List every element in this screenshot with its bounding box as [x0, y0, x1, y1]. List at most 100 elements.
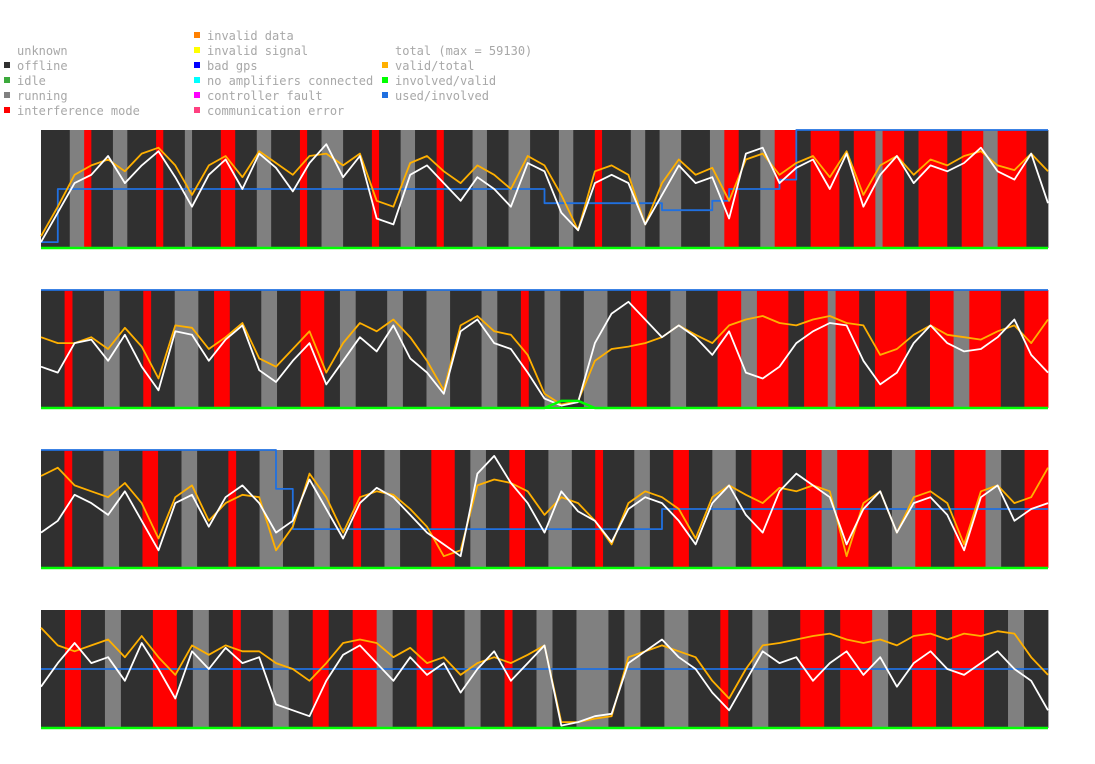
status-segment-running [558, 130, 574, 248]
legend-label: valid/total [395, 59, 475, 73]
legend-label: controller fault [207, 89, 323, 103]
status-segment-offline [560, 290, 585, 408]
legend-label: no amplifiers connected [207, 74, 374, 88]
status-segment-running [426, 290, 451, 408]
legend-swatch [4, 107, 10, 113]
status-segment-offline [361, 450, 385, 568]
status-segment-running [634, 450, 651, 568]
status-segment-running [544, 290, 561, 408]
chart-panel-3 [40, 449, 1049, 570]
series-line-total [40, 143, 1049, 243]
status-segment-offline [485, 450, 510, 568]
status-segment-running [174, 290, 199, 408]
legend-swatch [382, 92, 388, 98]
series-line-valid-total [40, 315, 1049, 406]
status-segment-running [659, 130, 682, 248]
status-segment-running [741, 290, 758, 408]
status-segment-running [983, 130, 999, 248]
chart-panel-4 [40, 610, 1049, 730]
status-segment-interference-mode [882, 130, 905, 248]
status-segment-running [827, 290, 836, 408]
status-segment-offline [324, 290, 341, 408]
status-segment-offline [454, 450, 471, 568]
status-segment-offline [524, 450, 549, 568]
legend-label: communication error [207, 104, 345, 118]
status-segment-offline [197, 450, 229, 568]
status-segment-interference-mode [214, 290, 231, 408]
status-segment-offline [402, 290, 427, 408]
status-segment-offline [573, 130, 596, 248]
status-segment-interference-mode [969, 290, 1002, 408]
legend-swatch [382, 77, 388, 83]
status-segment-interference-mode [594, 130, 603, 248]
status-segment-running [470, 450, 487, 568]
legend-label: involved/valid [395, 74, 497, 88]
status-segment-offline [236, 450, 260, 568]
series-line-used-involved [41, 129, 1048, 243]
status-segment-offline [329, 450, 354, 568]
legend-swatch [194, 77, 200, 83]
status-segment-interference-mode [228, 450, 237, 568]
status-segment-offline [528, 290, 545, 408]
status-segment-interference-mode [520, 290, 530, 408]
legend-swatch [194, 62, 200, 68]
status-segment-interference-mode [756, 290, 789, 408]
status-segment-running [103, 290, 121, 408]
status-segment-running [384, 450, 401, 568]
status-segment-offline [645, 130, 660, 248]
status-segment-interference-mode [64, 290, 73, 408]
status-segment-offline [904, 130, 919, 248]
status-segment-offline [602, 130, 632, 248]
status-segment-interference-mode [929, 290, 954, 408]
status-segment-offline [839, 130, 855, 248]
status-segment-running [481, 290, 498, 408]
legend-label: interference mode [17, 104, 140, 118]
status-segment-interference-mode [64, 450, 73, 568]
status-segment-offline [229, 290, 262, 408]
status-segment-interference-mode [918, 130, 948, 248]
status-segment-offline [119, 450, 143, 568]
status-segment-interference-mode [431, 450, 456, 568]
legend-label: running [17, 89, 68, 103]
status-segment-offline [198, 290, 215, 408]
status-segment-running [548, 450, 573, 568]
legend-label: offline [17, 59, 68, 73]
status-segment-interference-mode [810, 130, 840, 248]
legend-swatch [4, 62, 10, 68]
legend-label: unknown [17, 44, 68, 58]
chart-panel-2 [40, 289, 1049, 410]
status-segment-interference-mode [595, 450, 604, 568]
status-segment-offline [646, 290, 671, 408]
status-segment-offline [686, 290, 718, 408]
status-segment-offline [859, 290, 876, 408]
legend-swatch [194, 47, 200, 53]
legend-swatch [194, 107, 200, 113]
status-segment-offline [151, 290, 176, 408]
series-line-total [40, 455, 1049, 558]
status-segment-interference-mode [142, 450, 159, 568]
status-segment-interference-mode [717, 290, 742, 408]
legend-label: invalid signal [207, 44, 309, 58]
legend-label: idle [17, 74, 46, 88]
legend-swatch [194, 32, 200, 38]
legend-swatch [382, 47, 388, 53]
status-segment-offline [277, 290, 302, 408]
status-segment-running [259, 450, 284, 568]
status-segment-interference-mode [804, 290, 829, 408]
status-segment-offline [681, 130, 711, 248]
legend-label: used/involved [395, 89, 489, 103]
status-segment-offline [1026, 130, 1049, 248]
status-segment-interference-mode [774, 130, 797, 248]
chart-panel-1 [40, 129, 1049, 250]
status-segment-running [339, 290, 357, 408]
status-segment-offline [41, 450, 65, 568]
legend-label: bad gps [207, 59, 258, 73]
status-segment-offline [796, 130, 812, 248]
legend-swatch [4, 92, 10, 98]
legend-label: invalid data [207, 29, 294, 43]
status-segment-running [261, 290, 278, 408]
series-line-total [40, 638, 1049, 727]
status-segment-running [181, 450, 198, 568]
status-segment-interference-mode [143, 290, 152, 408]
